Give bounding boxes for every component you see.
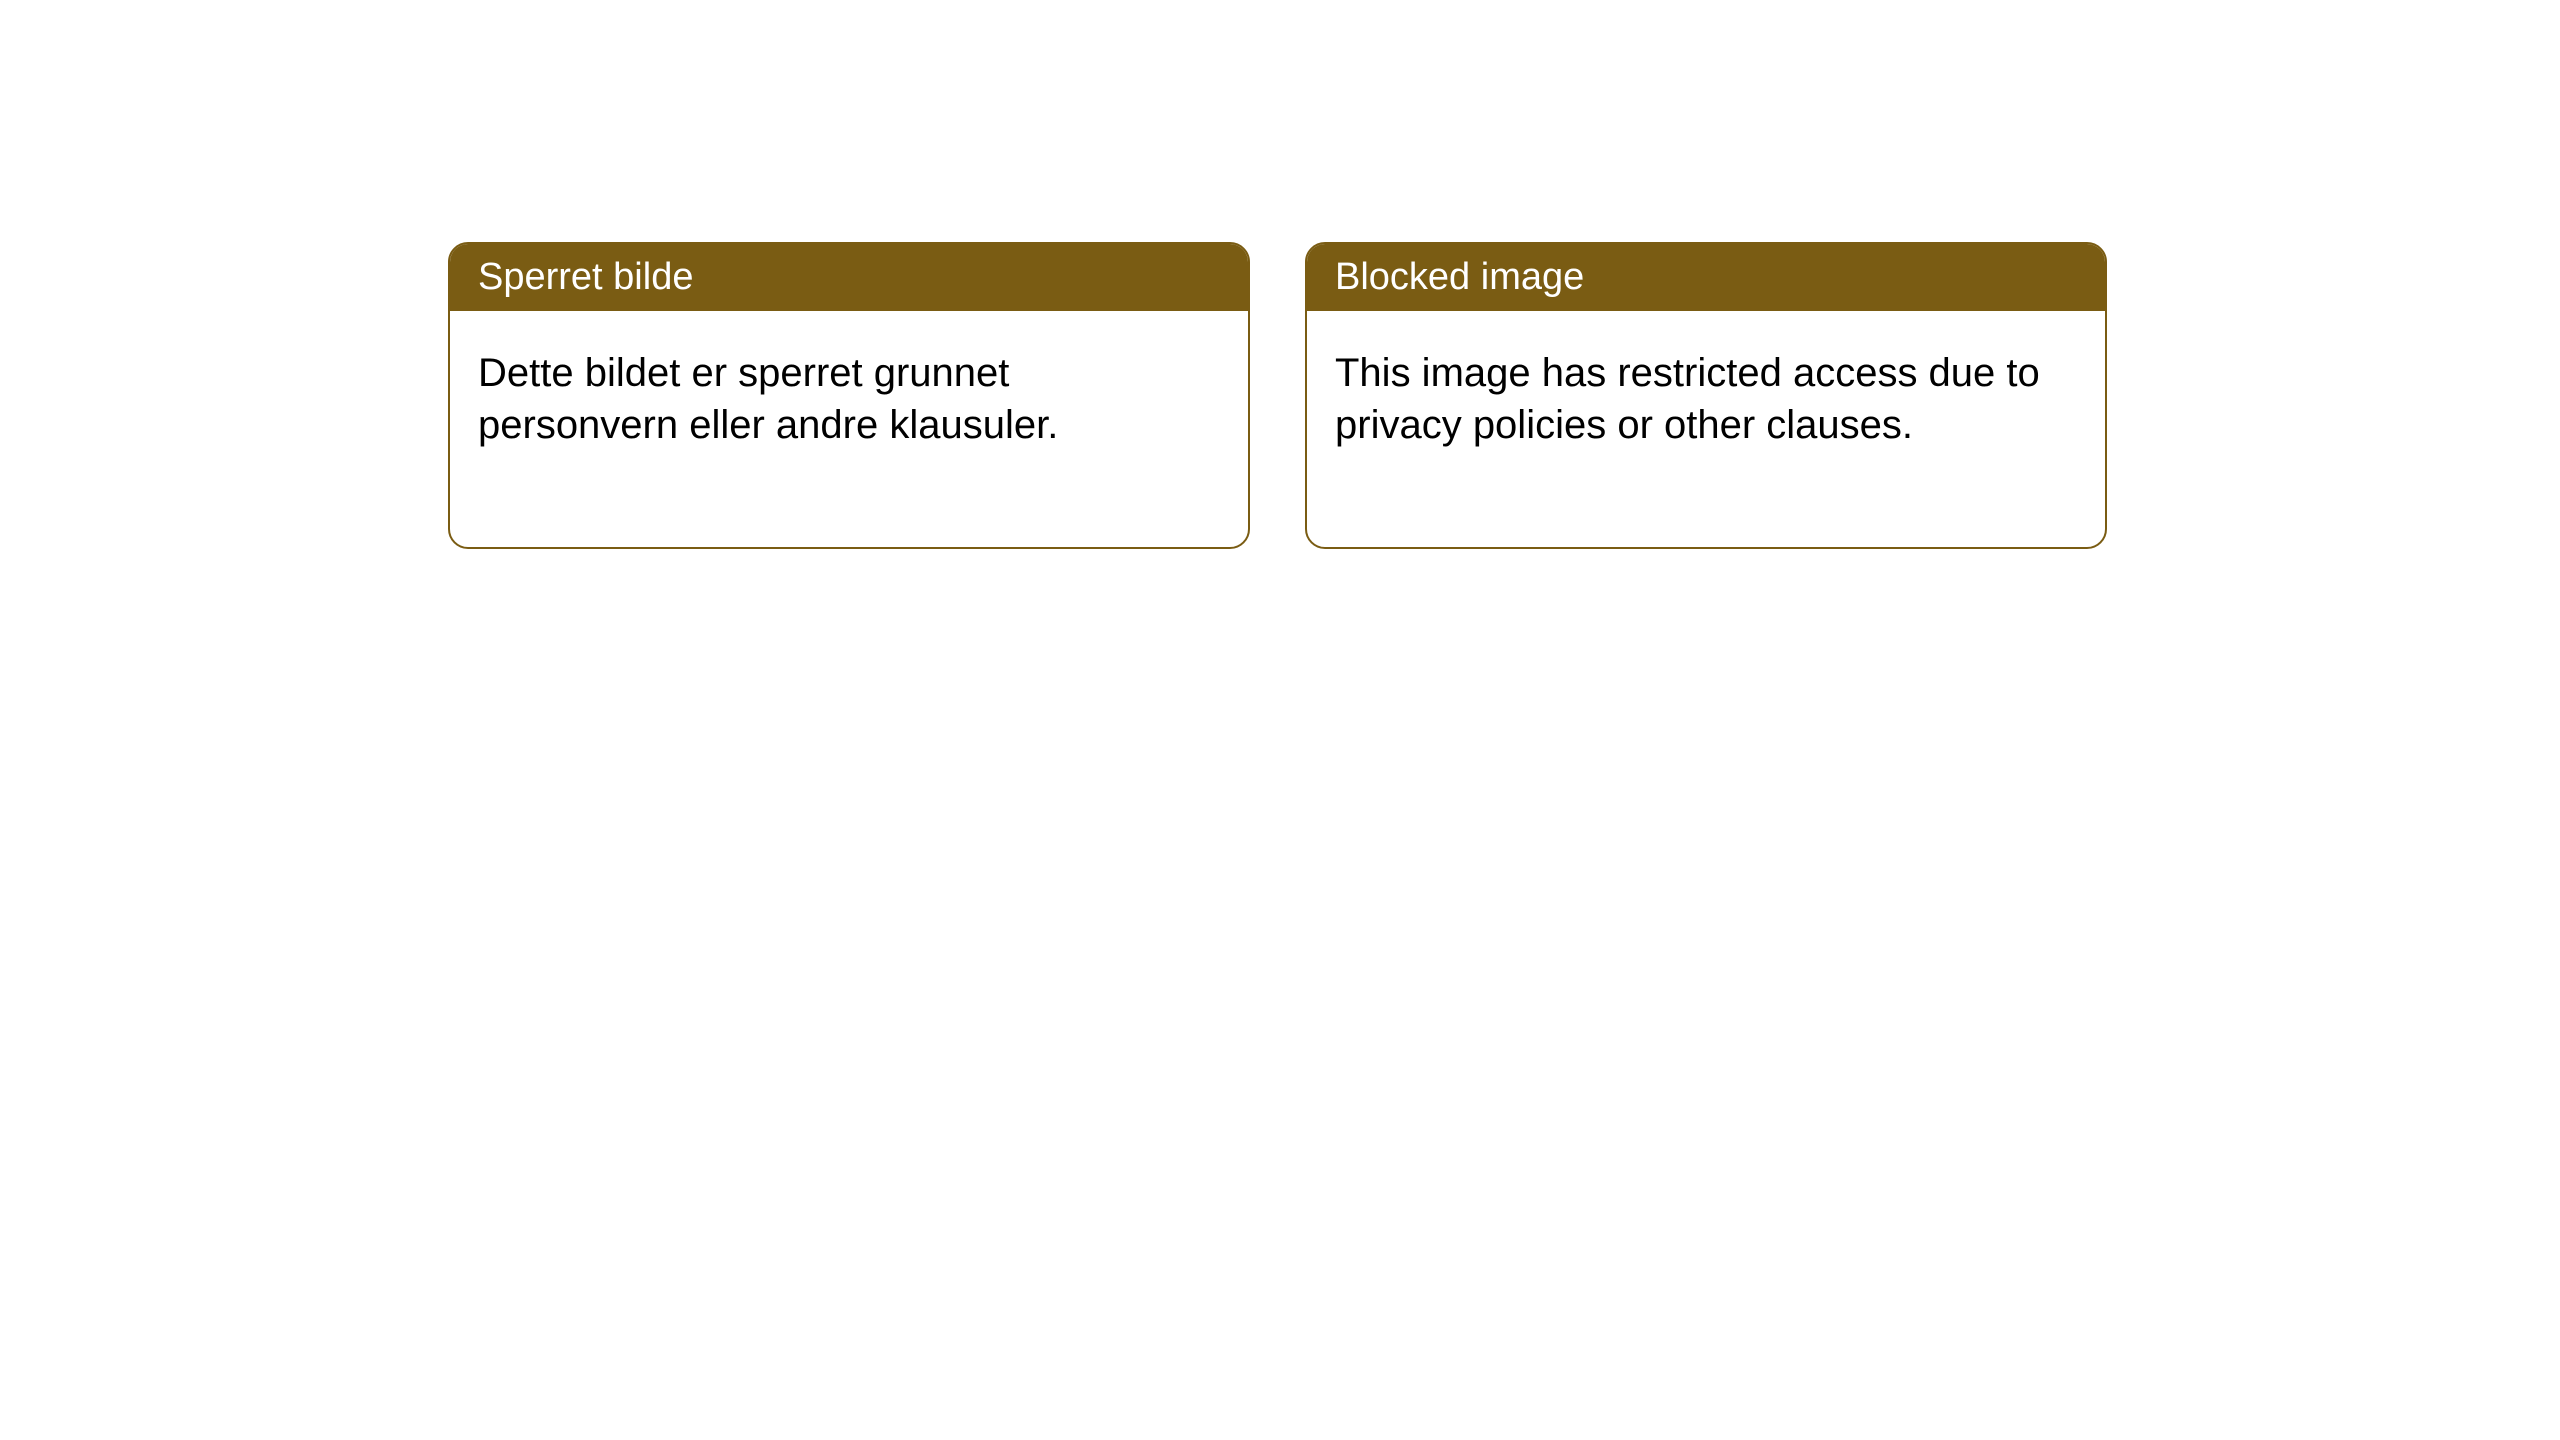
- notice-container: Sperret bilde Dette bildet er sperret gr…: [448, 242, 2107, 549]
- card-body: Dette bildet er sperret grunnet personve…: [450, 311, 1248, 547]
- notice-card-norwegian: Sperret bilde Dette bildet er sperret gr…: [448, 242, 1250, 549]
- card-header: Blocked image: [1307, 244, 2105, 311]
- card-header: Sperret bilde: [450, 244, 1248, 311]
- card-body: This image has restricted access due to …: [1307, 311, 2105, 547]
- notice-card-english: Blocked image This image has restricted …: [1305, 242, 2107, 549]
